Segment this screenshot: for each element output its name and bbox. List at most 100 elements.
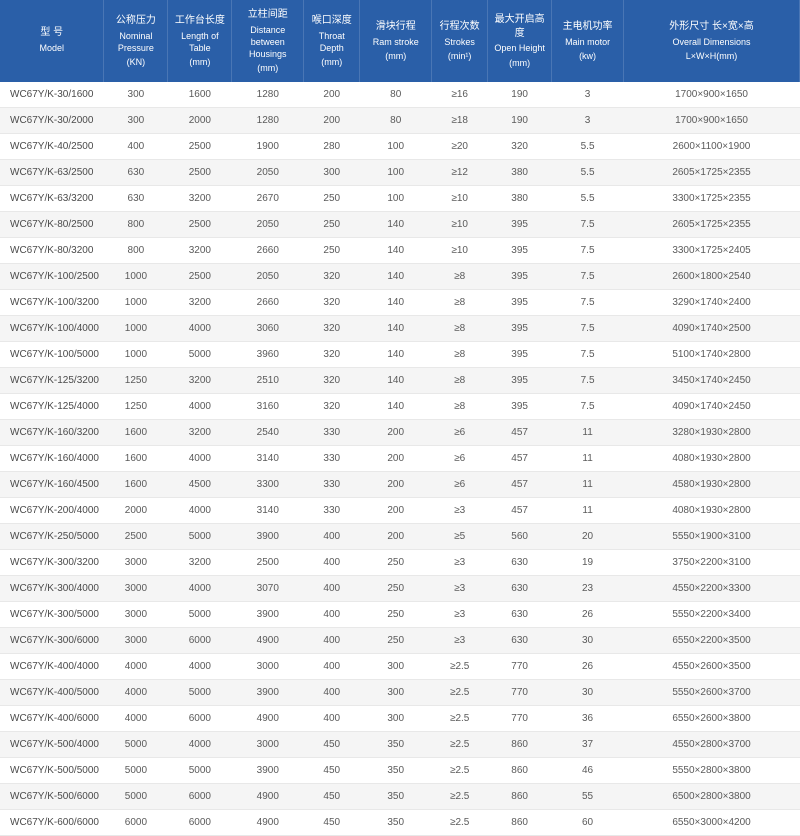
- col-header-en: Throat Depth: [308, 30, 355, 54]
- cell: WC67Y/K-500/6000: [0, 784, 104, 810]
- col-header-unit: (mm): [236, 62, 299, 74]
- table-row: WC67Y/K-160/4500160045003300330200≥64571…: [0, 472, 800, 498]
- cell: ≥2.5: [432, 654, 488, 680]
- cell: 100: [360, 160, 432, 186]
- cell: ≥18: [432, 108, 488, 134]
- table-header: 型 号Model公称压力Nominal Pressure(KN)工作台长度Len…: [0, 0, 800, 82]
- cell: 250: [304, 186, 360, 212]
- cell: 4900: [232, 810, 304, 836]
- col-header-unit: L×W×H(mm): [628, 50, 795, 62]
- cell: 100: [360, 134, 432, 160]
- cell: 3200: [168, 420, 232, 446]
- col-header-5: 滑块行程Ram stroke(mm): [360, 0, 432, 82]
- cell: 395: [488, 212, 552, 238]
- cell: WC67Y/K-200/4000: [0, 498, 104, 524]
- cell: 860: [488, 732, 552, 758]
- cell: 320: [304, 316, 360, 342]
- cell: 395: [488, 394, 552, 420]
- cell: 350: [360, 758, 432, 784]
- cell: WC67Y/K-500/5000: [0, 758, 104, 784]
- cell: 1250: [104, 394, 168, 420]
- cell: 350: [360, 784, 432, 810]
- cell: 770: [488, 654, 552, 680]
- cell: 300: [360, 654, 432, 680]
- col-header-4: 喉口深度Throat Depth(mm): [304, 0, 360, 82]
- cell: ≥2.5: [432, 758, 488, 784]
- cell: 250: [304, 238, 360, 264]
- cell: 200: [360, 420, 432, 446]
- cell: 3200: [168, 368, 232, 394]
- cell: 630: [104, 186, 168, 212]
- cell: 250: [360, 550, 432, 576]
- cell: 3300×1725×2405: [624, 238, 800, 264]
- col-header-3: 立柱间距Distance between Housings(mm): [232, 0, 304, 82]
- cell: WC67Y/K-160/3200: [0, 420, 104, 446]
- cell: 60: [552, 810, 624, 836]
- cell: 450: [304, 758, 360, 784]
- col-header-unit: (kw): [556, 50, 619, 62]
- cell: 2050: [232, 212, 304, 238]
- cell: 190: [488, 108, 552, 134]
- cell: 140: [360, 342, 432, 368]
- table-row: WC67Y/K-63/250063025002050300100≥123805.…: [0, 160, 800, 186]
- cell: ≥6: [432, 420, 488, 446]
- col-header-en: Overall Dimensions: [628, 36, 795, 48]
- cell: ≥2.5: [432, 706, 488, 732]
- cell: 1000: [104, 290, 168, 316]
- cell: 55: [552, 784, 624, 810]
- cell: 5.5: [552, 186, 624, 212]
- cell: 200: [304, 82, 360, 108]
- cell: 300: [304, 160, 360, 186]
- cell: 3000: [104, 628, 168, 654]
- table-row: WC67Y/K-250/5000250050003900400200≥55602…: [0, 524, 800, 550]
- cell: 395: [488, 316, 552, 342]
- cell: 7.5: [552, 368, 624, 394]
- cell: 6000: [104, 810, 168, 836]
- cell: WC67Y/K-600/6000: [0, 810, 104, 836]
- cell: 5100×1740×2800: [624, 342, 800, 368]
- cell: 300: [360, 706, 432, 732]
- cell: 630: [488, 550, 552, 576]
- col-header-en: Ram stroke: [364, 36, 427, 48]
- cell: 5000: [168, 680, 232, 706]
- cell: 400: [304, 628, 360, 654]
- cell: 4080×1930×2800: [624, 498, 800, 524]
- cell: 7.5: [552, 212, 624, 238]
- cell: WC67Y/K-500/4000: [0, 732, 104, 758]
- cell: 300: [360, 680, 432, 706]
- cell: 5550×2600×3700: [624, 680, 800, 706]
- cell: 2540: [232, 420, 304, 446]
- cell: 400: [304, 602, 360, 628]
- cell: 2670: [232, 186, 304, 212]
- col-header-en: Model: [4, 42, 99, 54]
- cell: 4900: [232, 784, 304, 810]
- cell: WC67Y/K-300/4000: [0, 576, 104, 602]
- cell: 80: [360, 82, 432, 108]
- cell: 2050: [232, 264, 304, 290]
- cell: 860: [488, 784, 552, 810]
- cell: 5000: [104, 758, 168, 784]
- table-row: WC67Y/K-600/6000600060004900450350≥2.586…: [0, 810, 800, 836]
- cell: 4500: [168, 472, 232, 498]
- cell: ≥8: [432, 368, 488, 394]
- cell: 400: [304, 524, 360, 550]
- cell: 140: [360, 238, 432, 264]
- col-header-en: Distance between Housings: [236, 24, 299, 60]
- cell: 2000: [104, 498, 168, 524]
- cell: 3900: [232, 680, 304, 706]
- cell: WC67Y/K-80/2500: [0, 212, 104, 238]
- cell: ≥20: [432, 134, 488, 160]
- cell: 450: [304, 732, 360, 758]
- cell: 26: [552, 602, 624, 628]
- cell: WC67Y/K-400/5000: [0, 680, 104, 706]
- cell: 6500×2800×3800: [624, 784, 800, 810]
- table-row: WC67Y/K-300/3200300032002500400250≥36301…: [0, 550, 800, 576]
- cell: 5000: [104, 784, 168, 810]
- col-header-unit: (mm): [172, 56, 227, 68]
- cell: 4000: [168, 654, 232, 680]
- cell: 5000: [168, 524, 232, 550]
- cell: 46: [552, 758, 624, 784]
- table-row: WC67Y/K-80/320080032002660250140≥103957.…: [0, 238, 800, 264]
- table-row: WC67Y/K-400/6000400060004900400300≥2.577…: [0, 706, 800, 732]
- cell: 3070: [232, 576, 304, 602]
